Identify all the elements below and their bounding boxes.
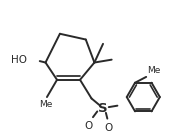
Text: Me: Me	[39, 100, 52, 109]
Text: Me: Me	[148, 67, 161, 75]
Text: HO: HO	[11, 55, 27, 65]
Text: S: S	[98, 102, 108, 115]
Text: O: O	[105, 123, 113, 133]
Text: O: O	[84, 121, 93, 132]
